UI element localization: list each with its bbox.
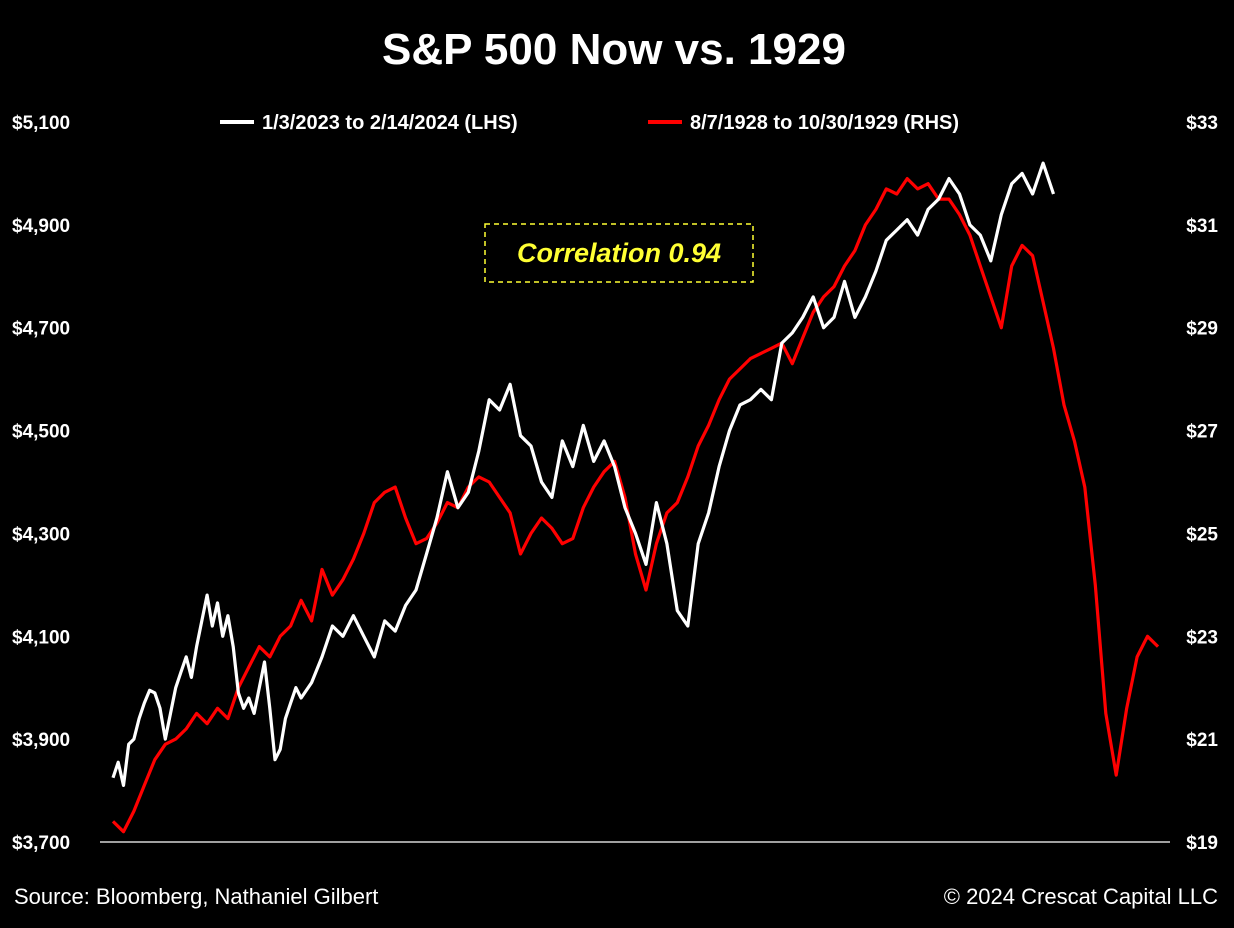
chart-title: S&P 500 Now vs. 1929 [382,25,846,74]
left-tick-label: $4,100 [12,627,70,648]
correlation-annotation: Correlation 0.94 [484,223,754,283]
right-tick-label: $29 [1186,319,1218,340]
left-tick-label: $5,100 [12,113,70,134]
series-line-1928-1929 [111,177,1160,834]
left-tick-label: $4,900 [12,216,70,237]
right-tick-label: $23 [1186,627,1218,648]
right-tick-label: $33 [1186,113,1218,134]
left-tick-label: $3,900 [12,730,70,751]
right-axis-ticks: $19 $21 $23 $25 $27 $29 $31 $33 [1186,113,1218,854]
left-tick-label: $4,300 [12,524,70,545]
left-axis-ticks: $3,700 $3,900 $4,100 $4,300 $4,500 $4,700 $4,9… [12,113,70,854]
annotation-text: Correlation 0.94 [517,238,721,268]
right-tick-label: $25 [1186,524,1218,545]
series-line-2023-2024 [111,161,1056,787]
legend-label-lhs: 1/3/2023 to 2/14/2024 (LHS) [262,112,518,134]
copyright-note: © 2024 Crescat Capital LLC [944,884,1218,909]
right-tick-label: $31 [1186,216,1218,237]
left-tick-label: $4,500 [12,422,70,443]
right-tick-label: $19 [1186,833,1218,854]
right-tick-label: $27 [1186,422,1218,443]
annotation-box [484,223,754,283]
legend-label-rhs: 8/7/1928 to 10/30/1929 (RHS) [690,112,959,134]
left-tick-label: $3,700 [12,833,70,854]
left-tick-label: $4,700 [12,319,70,340]
source-note: Source: Bloomberg, Nathaniel Gilbert [14,884,378,909]
right-tick-label: $21 [1186,730,1218,751]
legend: 1/3/2023 to 2/14/2024 (LHS) 8/7/1928 to … [220,112,959,134]
